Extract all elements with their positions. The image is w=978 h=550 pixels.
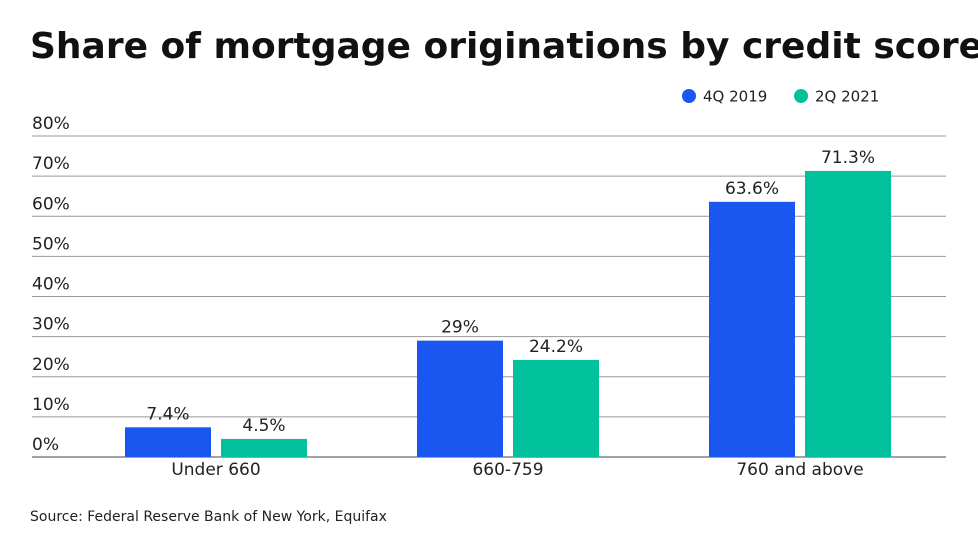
source: Source: Federal Reserve Bank of New York… — [30, 509, 387, 525]
x-tick-label: Under 660 — [171, 460, 260, 480]
bar — [805, 170, 891, 457]
y-tick-label: 80% — [32, 114, 70, 134]
legend-marker — [682, 89, 696, 103]
value-label: 63.6% — [725, 179, 779, 199]
value-label: 4.5% — [242, 416, 285, 436]
bar — [709, 201, 795, 457]
value-label: 29% — [441, 318, 479, 338]
legend-label: 2Q 2021 — [815, 88, 879, 106]
bar — [513, 359, 599, 457]
y-tick-label: 40% — [32, 275, 70, 295]
y-tick-label: 50% — [32, 234, 70, 254]
y-tick-label: 10% — [32, 395, 70, 415]
chart-title: Share of mortgage originations by credit… — [30, 26, 978, 67]
legend-label: 4Q 2019 — [703, 88, 767, 106]
bar — [417, 340, 503, 457]
y-tick-label: 70% — [32, 154, 70, 174]
bar — [125, 427, 211, 457]
y-tick-label: 0% — [32, 435, 59, 455]
value-label: 24.2% — [529, 337, 583, 357]
legend-marker — [794, 89, 808, 103]
x-tick-label: 660-759 — [472, 460, 543, 480]
y-tick-label: 60% — [32, 194, 70, 214]
bar — [221, 438, 307, 457]
value-label: 71.3% — [821, 148, 875, 168]
x-tick-label: 760 and above — [736, 460, 863, 480]
y-tick-label: 30% — [32, 315, 70, 335]
value-label: 7.4% — [146, 404, 189, 424]
y-tick-label: 20% — [32, 355, 70, 375]
